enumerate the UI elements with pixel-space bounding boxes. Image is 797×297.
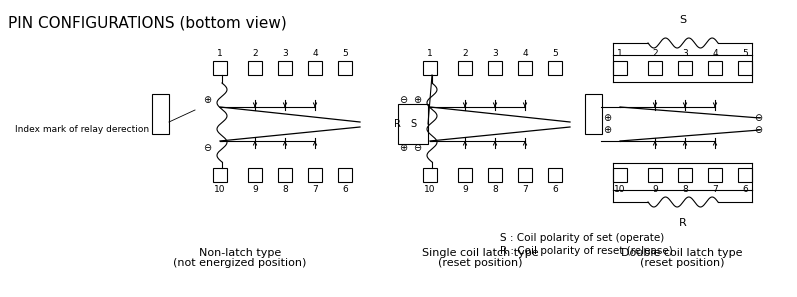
Bar xyxy=(548,61,562,75)
Bar xyxy=(398,104,428,144)
Bar xyxy=(738,61,752,75)
Text: S : Coil polarity of set (operate): S : Coil polarity of set (operate) xyxy=(500,233,664,243)
Text: 6: 6 xyxy=(552,185,558,194)
Text: PIN CONFIGURATIONS (bottom view): PIN CONFIGURATIONS (bottom view) xyxy=(8,15,287,30)
Bar xyxy=(152,94,169,134)
Text: ⊖: ⊖ xyxy=(203,143,211,153)
Text: 6: 6 xyxy=(342,185,347,194)
Text: ⊖: ⊖ xyxy=(413,143,421,153)
Text: ⊕: ⊕ xyxy=(399,143,407,153)
Text: (not energized position): (not energized position) xyxy=(173,258,307,268)
Text: 9: 9 xyxy=(652,185,658,194)
Bar xyxy=(518,168,532,182)
Bar xyxy=(518,61,532,75)
Text: 8: 8 xyxy=(492,185,498,194)
Text: 4: 4 xyxy=(312,49,318,58)
Text: 4: 4 xyxy=(713,49,718,58)
Bar xyxy=(213,168,227,182)
Text: 7: 7 xyxy=(522,185,528,194)
Text: 2: 2 xyxy=(462,49,468,58)
Text: ⊕: ⊕ xyxy=(413,95,421,105)
Bar xyxy=(338,61,352,75)
Text: 10: 10 xyxy=(214,185,226,194)
Bar xyxy=(248,61,262,75)
Text: ⊕: ⊕ xyxy=(203,95,211,105)
Text: S: S xyxy=(410,119,416,129)
Bar xyxy=(338,168,352,182)
Bar xyxy=(488,61,502,75)
Bar xyxy=(613,168,627,182)
Text: ⊕: ⊕ xyxy=(603,113,611,123)
Bar xyxy=(458,61,472,75)
Text: (reset position): (reset position) xyxy=(640,258,724,268)
Text: 10: 10 xyxy=(424,185,436,194)
Text: S: S xyxy=(679,15,686,25)
Bar xyxy=(678,61,692,75)
Text: 5: 5 xyxy=(552,49,558,58)
Text: 7: 7 xyxy=(713,185,718,194)
Text: 9: 9 xyxy=(462,185,468,194)
Text: R : Coil polarity of reset (release): R : Coil polarity of reset (release) xyxy=(500,246,673,256)
Text: R: R xyxy=(679,218,687,228)
Text: 6: 6 xyxy=(742,185,748,194)
Text: R: R xyxy=(394,119,400,129)
Text: ⊕: ⊕ xyxy=(603,125,611,135)
Bar xyxy=(308,61,322,75)
Text: 8: 8 xyxy=(282,185,288,194)
Bar xyxy=(308,168,322,182)
Bar xyxy=(248,168,262,182)
Text: Single coil latch type: Single coil latch type xyxy=(422,248,538,258)
Text: Non-latch type: Non-latch type xyxy=(199,248,281,258)
Bar xyxy=(423,61,437,75)
Text: 3: 3 xyxy=(682,49,688,58)
Text: 1: 1 xyxy=(217,49,223,58)
Text: 3: 3 xyxy=(492,49,498,58)
Bar xyxy=(613,61,627,75)
Text: 3: 3 xyxy=(282,49,288,58)
Bar xyxy=(708,61,722,75)
Bar xyxy=(648,168,662,182)
Text: 8: 8 xyxy=(682,185,688,194)
Text: Double coil latch type: Double coil latch type xyxy=(621,248,743,258)
Bar xyxy=(648,61,662,75)
Text: 2: 2 xyxy=(652,49,658,58)
Text: 5: 5 xyxy=(342,49,347,58)
Bar xyxy=(678,168,692,182)
Text: Index mark of relay derection: Index mark of relay derection xyxy=(15,126,149,135)
Text: 1: 1 xyxy=(427,49,433,58)
Text: (reset position): (reset position) xyxy=(438,258,522,268)
Bar xyxy=(548,168,562,182)
Bar xyxy=(458,168,472,182)
Text: 2: 2 xyxy=(252,49,257,58)
Bar xyxy=(708,168,722,182)
Text: 9: 9 xyxy=(252,185,258,194)
Bar xyxy=(213,61,227,75)
Bar xyxy=(585,94,602,134)
Bar xyxy=(488,168,502,182)
Text: 7: 7 xyxy=(312,185,318,194)
Text: 10: 10 xyxy=(614,185,626,194)
Bar xyxy=(278,61,292,75)
Text: 4: 4 xyxy=(522,49,528,58)
Text: ⊖: ⊖ xyxy=(399,95,407,105)
Text: ⊖: ⊖ xyxy=(754,125,762,135)
Bar xyxy=(738,168,752,182)
Text: ⊖: ⊖ xyxy=(754,113,762,123)
Bar xyxy=(423,168,437,182)
Text: 1: 1 xyxy=(617,49,623,58)
Text: 5: 5 xyxy=(742,49,748,58)
Bar xyxy=(278,168,292,182)
